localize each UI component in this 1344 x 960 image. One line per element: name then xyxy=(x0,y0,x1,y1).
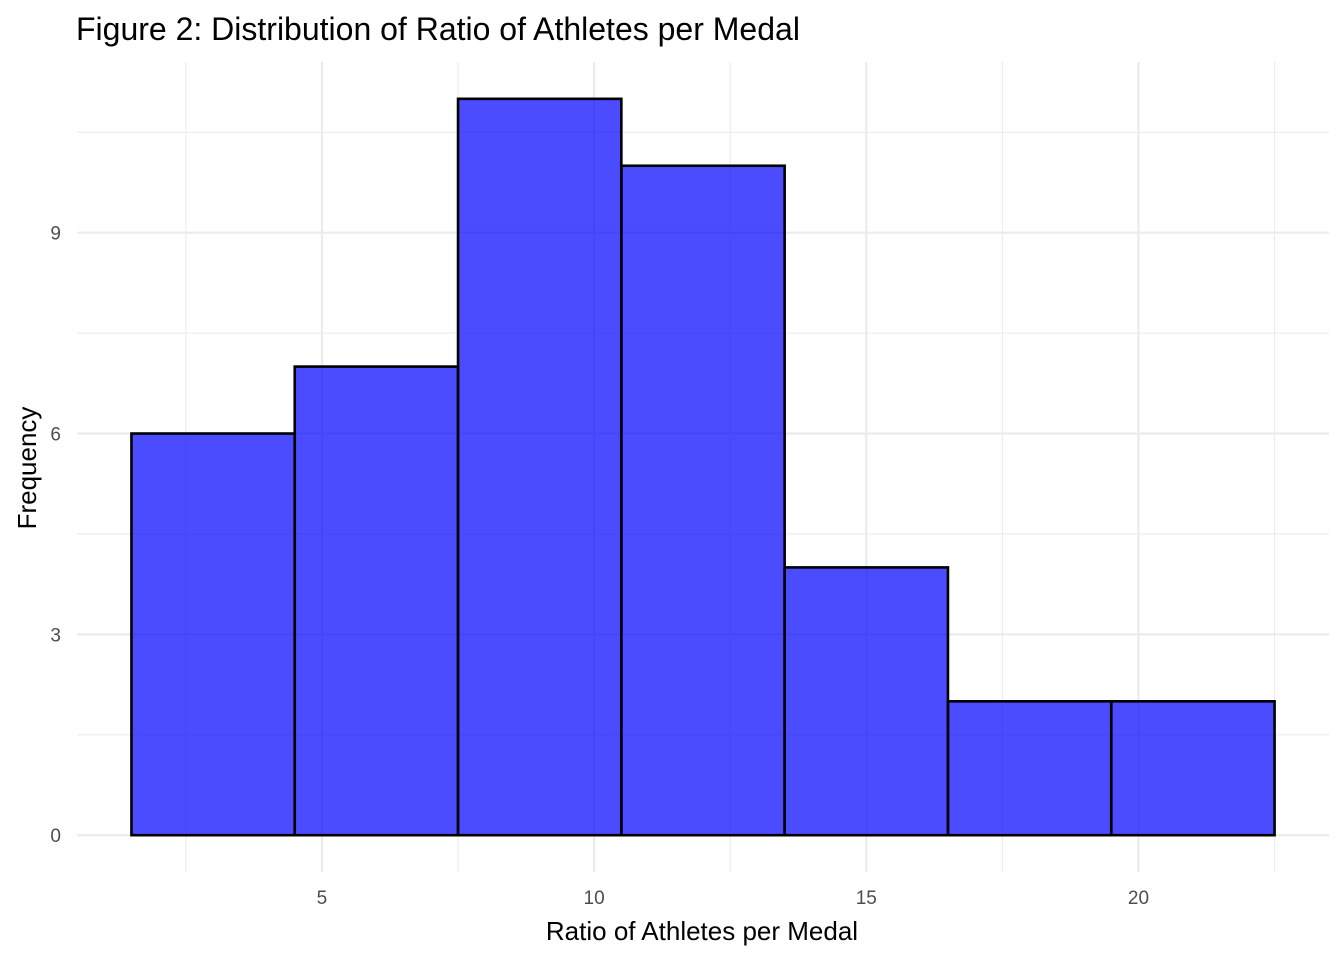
histogram-bar-5 xyxy=(783,566,950,837)
y-tick-label: 9 xyxy=(50,224,61,245)
x-tick-label: 20 xyxy=(1128,888,1149,909)
chart-title: Figure 2: Distribution of Ratio of Athle… xyxy=(76,11,800,47)
y-axis-ticks: 0 3 6 9 xyxy=(50,224,61,847)
histogram-bar-4 xyxy=(620,164,786,837)
histogram-bar-2 xyxy=(293,365,460,837)
y-tick-label: 0 xyxy=(50,826,61,847)
y-axis-title: Frequency xyxy=(12,407,42,530)
histogram-bar-7 xyxy=(1109,699,1276,837)
x-tick-label: 10 xyxy=(584,888,605,909)
histogram-bar-1 xyxy=(130,432,297,837)
histogram-bars xyxy=(130,97,1276,837)
x-axis-title: Ratio of Athletes per Medal xyxy=(546,916,858,946)
y-tick-label: 6 xyxy=(50,425,61,446)
histogram-bar-3 xyxy=(456,97,623,837)
x-tick-label: 5 xyxy=(317,888,328,909)
histogram-bar-6 xyxy=(946,699,1113,837)
y-tick-label: 3 xyxy=(50,625,61,646)
x-tick-label: 15 xyxy=(856,888,877,909)
x-axis-ticks: 5 10 15 20 xyxy=(317,888,1149,909)
